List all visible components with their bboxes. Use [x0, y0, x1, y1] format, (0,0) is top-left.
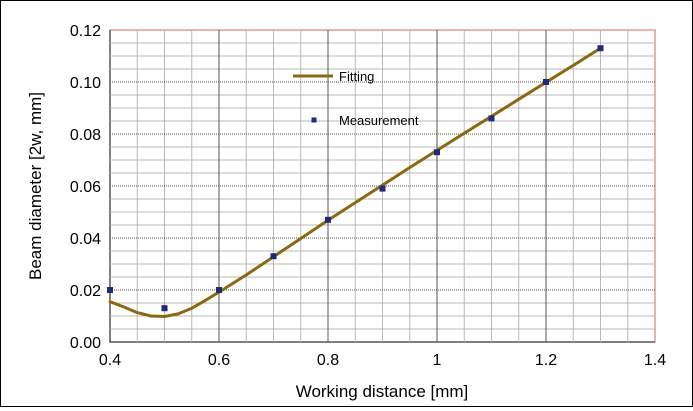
x-tick-label: 0.6: [208, 352, 230, 369]
y-tick-label: 0.06: [70, 179, 101, 196]
measurement-point: [161, 305, 168, 312]
x-tick-labels: 0.4 0.6 0.8 1 1.2 1.4: [99, 352, 666, 369]
x-tick-label: 1: [433, 352, 442, 369]
x-tick-label: 1.2: [535, 352, 557, 369]
series-layer: [107, 45, 604, 318]
legend-fitting-label: Fitting: [339, 69, 374, 84]
measurement-point: [543, 79, 549, 85]
legend: Fitting Measurement: [293, 69, 419, 128]
measurement-point: [597, 45, 604, 52]
y-tick-label: 0.00: [70, 335, 101, 352]
x-tick-label: 0.4: [99, 352, 121, 369]
y-tick-label: 0.10: [70, 75, 101, 92]
measurement-point: [107, 287, 113, 293]
legend-measurement-marker: [311, 117, 317, 123]
series-fitting-line: [108, 46, 602, 318]
y-tick-label: 0.08: [70, 127, 101, 144]
measurement-point: [488, 115, 495, 122]
measurement-point: [270, 253, 277, 260]
y-tick-labels: 0.00 0.02 0.04 0.06 0.08 0.10 0.12: [70, 23, 101, 352]
measurement-point: [325, 216, 331, 223]
x-tick-label: 0.8: [317, 352, 339, 369]
measurement-point: [434, 149, 440, 156]
x-tick-label: 1.4: [644, 352, 666, 369]
legend-measurement-label: Measurement: [339, 113, 419, 128]
y-tick-label: 0.12: [70, 23, 101, 40]
y-axis-title: Beam diameter [2w, mm]: [26, 92, 45, 280]
measurement-point: [379, 185, 386, 192]
y-tick-label: 0.04: [70, 231, 101, 248]
x-axis-title: Working distance [mm]: [296, 382, 469, 401]
y-tick-label: 0.02: [70, 283, 101, 300]
measurement-point: [216, 287, 222, 293]
